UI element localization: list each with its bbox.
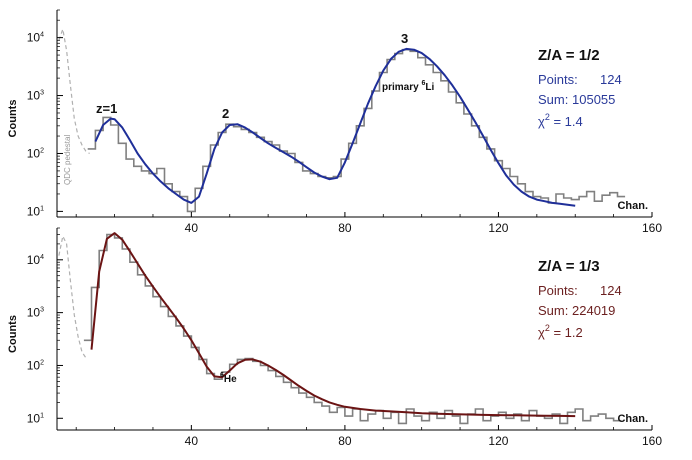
bottom-y-tick-label-10000: 104 [27,253,44,267]
top-legend-box: Z/A = 1/2 Points: 124 Sum: 105055 χ2 = 1… [538,47,622,129]
top-annotation-primary-sup: 6 [421,80,425,87]
top-legend-points-label: Points: [538,72,578,87]
bottom-legend-sum-value: 224019 [572,303,615,318]
top-y-tick-exp: 2 [40,147,44,154]
bottom-y-tick-exp: 3 [40,307,44,314]
top-y-axis-title: Counts [7,100,19,138]
bottom-y-tick-base: 10 [27,253,41,267]
bottom-x-tick-label-160: 160 [642,434,662,448]
bottom-legend-title: Z/A = 1/3 [538,258,600,275]
bottom-y-axis-title: Counts [7,315,19,353]
bottom-y-tick-base: 10 [27,411,41,425]
top-legend-chi: χ2 = 1.4 [538,112,583,129]
top-legend-points-value: 124 [600,72,622,87]
bottom-x-axis-title: Chan. [617,413,648,425]
bottom-pedestal-line [58,234,87,359]
bottom-y-tick-exp: 1 [40,412,44,419]
top-legend-sum-value: 105055 [572,92,615,107]
bottom-y-tick-label-10: 101 [27,411,44,425]
top-annotation-primary-text: primary [382,82,421,93]
top-pedestal-line [58,26,90,155]
bottom-legend-box: Z/A = 1/3 Points: 124 Sum: 224019 χ2 = 1… [538,258,622,340]
top-y-tick-label-1000: 103 [27,89,44,103]
top-annotation-primary-li: primary 6Li [382,80,434,93]
top-y-tick-label-10000: 104 [27,31,44,45]
bottom-y-tick-base: 10 [27,306,41,320]
top-y-tick-label-10: 101 [27,204,44,218]
top-legend-chi-suffix: = 1.4 [550,114,583,129]
bottom-legend-chi: χ2 = 1.2 [538,323,583,340]
top-legend-sum-label: Sum: [538,92,568,107]
top-y-tick-base: 10 [27,204,41,218]
top-legend-chi-prefix: χ [538,114,545,129]
top-y-tick-exp: 1 [40,205,44,212]
top-y-tick-base: 10 [27,146,41,160]
top-y-tick-exp: 3 [40,90,44,97]
bottom-y-tick-exp: 2 [40,359,44,366]
bottom-fit-curve [90,232,576,418]
bottom-legend-chi-prefix: χ [538,325,545,340]
bottom-legend-sum-label: Sum: [538,303,568,318]
top-x-tick-label-160: 160 [642,221,662,235]
top-legend-chi-exp: 2 [545,112,550,122]
bottom-y-tick-label-100: 102 [27,358,44,372]
top-annotation-z1: z=1 [96,101,117,116]
bottom-y-tick-base: 10 [27,358,41,372]
bottom-legend-chi-exp: 2 [545,323,550,333]
top-x-tick-label-120: 120 [488,221,508,235]
bottom-annotation-he6-suffix: He [224,374,237,385]
top-fit-curve [94,47,576,207]
top-y-tick-label-100: 102 [27,146,44,160]
bottom-legend-points-label: Points: [538,283,578,298]
bottom-y-tick-label-1000: 103 [27,306,44,320]
bottom-annotation-he6-sup: 6 [220,372,224,379]
bottom-x-tick-label-80: 80 [338,434,352,448]
top-y-tick-base: 10 [27,89,41,103]
bottom-x-tick-label-120: 120 [488,434,508,448]
top-y-tick-exp: 4 [40,32,44,39]
top-x-tick-label-40: 40 [185,221,199,235]
top-annotation-z3: 3 [401,31,408,46]
top-y-tick-base: 10 [27,31,41,45]
bottom-legend-chi-suffix: = 1.2 [550,325,583,340]
top-annotation-z2: 2 [222,106,229,121]
bottom-annotation-he6: 6He [220,372,237,385]
top-x-tick-label-80: 80 [338,221,352,235]
top-annotation-primary-suffix: Li [425,82,434,93]
bottom-legend-points-value: 124 [600,283,622,298]
top-annotation-qdc-pedestal: QDC pedestal [63,135,72,185]
top-legend-title: Z/A = 1/2 [538,47,600,64]
top-x-axis-title: Chan. [617,200,648,212]
bottom-y-tick-exp: 4 [40,254,44,261]
bottom-x-tick-label-40: 40 [185,434,199,448]
